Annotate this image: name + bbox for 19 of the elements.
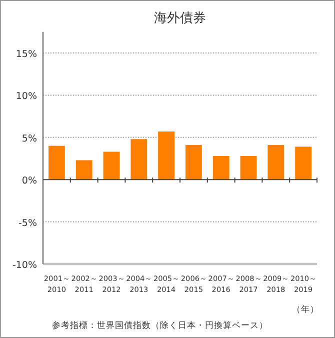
bar: [48, 146, 65, 180]
x-axis-title: （年）: [292, 304, 319, 315]
bar: [158, 131, 175, 180]
y-tick-label: 10%: [16, 91, 37, 102]
y-tick-label: -5%: [18, 218, 37, 229]
bar: [268, 144, 284, 180]
y-tick-label: 15%: [16, 49, 37, 60]
bar: [103, 152, 120, 180]
bar: [240, 156, 257, 180]
y-tick-label: 0%: [22, 176, 37, 187]
bar: [130, 139, 148, 180]
text: 参考指標：世界国債指数（除く日本・円換算ベース）: [52, 320, 268, 331]
chart-title: 海外債券: [154, 11, 206, 26]
y-tick-label: -10%: [12, 260, 37, 271]
bar: [185, 144, 202, 180]
bar: [212, 156, 230, 180]
bar: [76, 160, 92, 180]
bar: [295, 146, 312, 180]
y-tick-label: 5%: [22, 133, 37, 144]
